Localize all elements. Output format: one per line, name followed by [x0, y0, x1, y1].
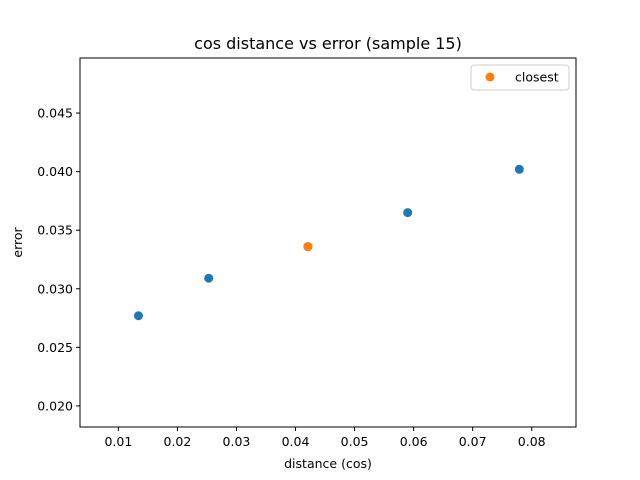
scatter-point-closest [303, 242, 313, 252]
scatter-point [204, 273, 214, 283]
x-axis: 0.01 0.02 0.03 0.04 0.05 0.06 0.07 0.08 [104, 427, 546, 449]
y-tick-label: 0.035 [37, 223, 73, 238]
x-tick-label: 0.08 [518, 434, 546, 449]
plot-frame [79, 57, 577, 428]
y-tick-label: 0.020 [37, 398, 73, 413]
legend: closest [470, 64, 570, 91]
x-tick-label: 0.04 [282, 434, 310, 449]
x-tick-label: 0.06 [400, 434, 428, 449]
scatter-point [133, 311, 143, 321]
y-tick-label: 0.025 [37, 340, 73, 355]
y-axis: 0.020 0.025 0.030 0.035 0.040 0.045 [37, 106, 80, 413]
x-tick-label: 0.02 [164, 434, 192, 449]
y-tick-label: 0.040 [37, 164, 73, 179]
legend-box [470, 64, 570, 91]
scatter-point [403, 208, 413, 218]
legend-label-closest: closest [515, 70, 559, 85]
x-tick-label: 0.07 [459, 434, 487, 449]
x-tick-label: 0.05 [341, 434, 369, 449]
y-tick-label: 0.030 [37, 281, 73, 296]
y-axis-label: error [10, 227, 25, 258]
legend-marker-closest [485, 72, 495, 82]
x-axis-label: distance (cos) [284, 456, 372, 471]
x-tick-label: 0.03 [223, 434, 251, 449]
y-tick-label: 0.045 [37, 106, 73, 121]
x-tick-label: 0.01 [104, 434, 132, 449]
scatter-point [514, 164, 524, 174]
points-layer [133, 164, 524, 321]
chart-title: cos distance vs error (sample 15) [194, 34, 462, 53]
